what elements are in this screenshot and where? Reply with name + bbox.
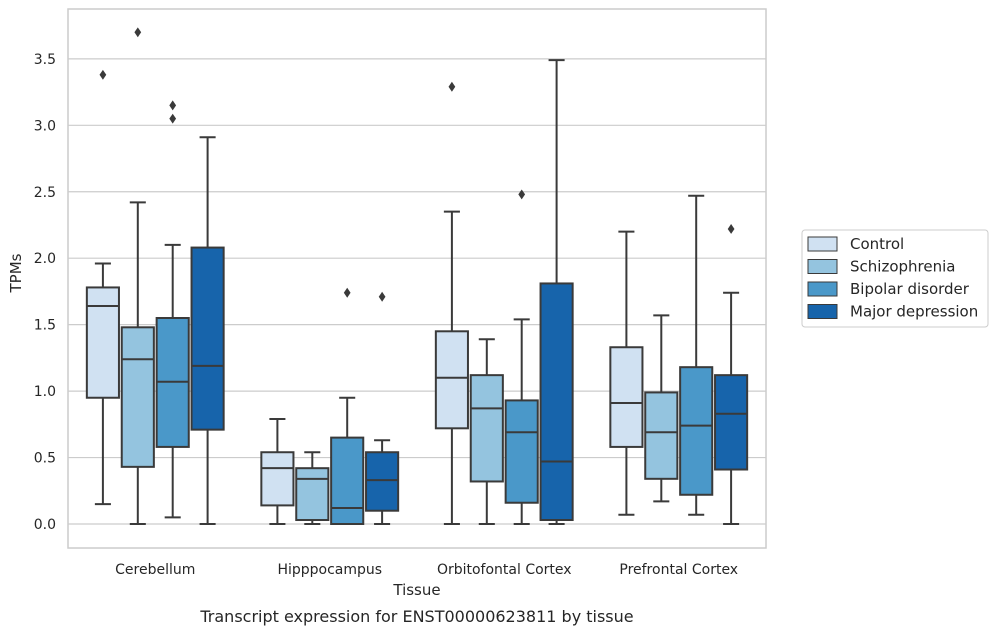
iqr-box <box>190 246 225 431</box>
y-tick-label: 2.5 <box>34 185 56 201</box>
legend-swatch <box>807 259 838 274</box>
y-tick-label: 3.5 <box>34 52 56 68</box>
x-axis-ticks: Cerebellum Hipppocampus Orbitofontal Corte… <box>115 562 738 578</box>
y-tick-label: 2.0 <box>34 251 56 267</box>
iqr-box <box>330 436 365 525</box>
box-schizophrenia <box>120 27 155 525</box>
box-schizophrenia <box>644 314 679 503</box>
outlier-point <box>518 189 526 200</box>
legend-swatch <box>807 281 838 297</box>
iqr-box <box>539 282 574 522</box>
y-tick-label: 1.5 <box>34 318 56 334</box>
chart-caption: Transcript expression for ENST0000062381… <box>199 607 633 626</box>
outlier-point <box>378 291 386 302</box>
legend-frame <box>801 229 989 328</box>
legend-swatch <box>807 236 838 252</box>
plot-frame <box>67 8 767 549</box>
x-tick-label: Orbitofontal Cortex <box>437 562 572 578</box>
iqr-box <box>295 467 330 522</box>
box-bipolar-disorder <box>155 100 190 519</box>
y-axis-ticks: 0.0 0.5 1.0 1.5 2.0 2.5 3.0 3.5 <box>34 52 56 533</box>
iqr-box <box>434 330 469 430</box>
outlier-point <box>343 287 351 298</box>
outlier-point <box>448 81 456 92</box>
legend-label: Control <box>850 235 904 253</box>
legend-label: Bipolar disorder <box>850 280 970 298</box>
iqr-box <box>85 286 120 399</box>
iqr-box <box>469 374 504 483</box>
iqr-box <box>679 366 714 496</box>
y-tick-label: 3.0 <box>34 118 56 134</box>
legend: Control Schizophrenia Bipolar disorder Majo… <box>801 229 989 328</box>
box-major-depression <box>190 136 225 525</box>
iqr-box <box>644 391 679 480</box>
box-control <box>260 418 295 525</box>
box-major-depression <box>539 59 574 525</box>
box-bipolar-disorder <box>504 189 539 525</box>
x-axis-label: Tissue <box>392 581 440 599</box>
box-bipolar-disorder <box>679 194 714 516</box>
y-tick-label: 1.0 <box>34 384 56 400</box>
outlier-point <box>727 224 735 234</box>
iqr-box <box>120 326 155 468</box>
iqr-box <box>260 451 295 507</box>
legend-label: Major depression <box>850 303 978 321</box>
box-major-depression <box>365 291 400 525</box>
boxes-layer <box>85 27 749 525</box>
x-tick-label: Cerebellum <box>115 562 195 578</box>
legend-label: Schizophrenia <box>850 258 955 276</box>
x-tick-label: Prefrontal Cortex <box>619 562 738 578</box>
box-control <box>85 69 120 506</box>
outlier-point <box>169 113 177 124</box>
outlier-point <box>134 27 142 38</box>
box-bipolar-disorder <box>330 287 365 525</box>
x-tick-label: Hipppocampus <box>277 562 382 578</box>
outlier-point <box>99 69 107 80</box>
iqr-box <box>365 451 400 512</box>
box-control <box>609 230 644 516</box>
box-major-depression <box>714 224 749 525</box>
iqr-box <box>714 374 749 471</box>
y-tick-label: 0.5 <box>34 451 56 467</box>
legend-swatch <box>807 304 838 319</box>
box-schizophrenia <box>295 451 330 525</box>
y-axis-label: TPMs <box>7 253 25 293</box>
iqr-box <box>504 399 539 504</box>
box-control <box>434 81 469 525</box>
box-schizophrenia <box>469 338 504 525</box>
y-tick-label: 0.0 <box>34 517 56 533</box>
outlier-point <box>169 100 177 111</box>
iqr-box <box>609 346 644 448</box>
